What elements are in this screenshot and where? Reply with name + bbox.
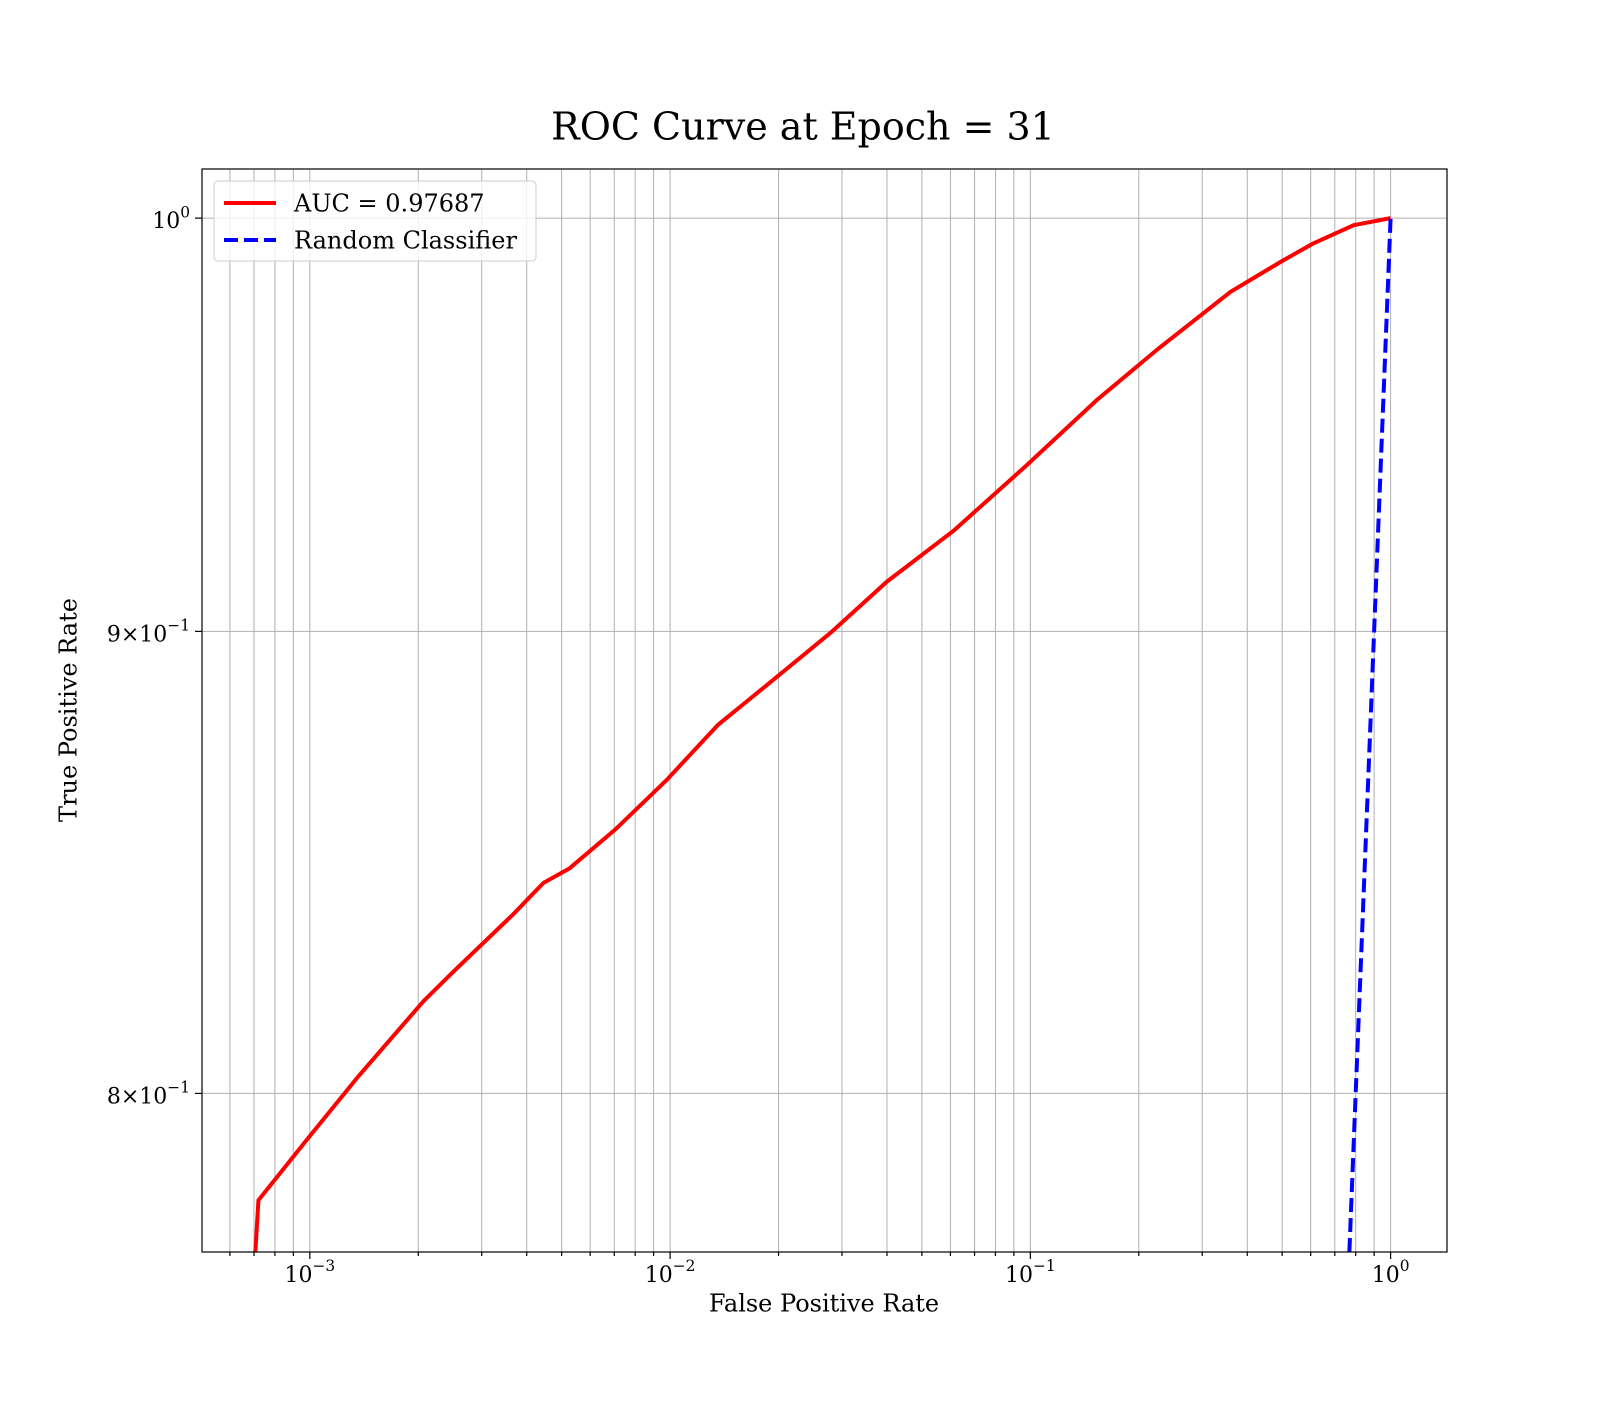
x-tick-label: 10−1	[1005, 1257, 1056, 1288]
y-tick-label: 100	[152, 203, 190, 234]
y-tick-label: 9×10−1	[107, 617, 190, 648]
y-axis-label: True Positive Rate	[55, 598, 83, 822]
x-tick-label: 10−3	[284, 1257, 335, 1288]
x-tick-label: 10−2	[645, 1257, 696, 1288]
series-line	[1347, 218, 1393, 1252]
x-axis-label: False Positive Rate	[709, 1290, 939, 1318]
legend-box	[213, 180, 537, 262]
y-tick-label: 8×10−1	[107, 1079, 190, 1110]
plot-frame	[201, 168, 1448, 1253]
series-line	[253, 216, 1391, 1252]
legend-label: Random Classifier	[294, 227, 517, 255]
legend-label: AUC = 0.97687	[293, 190, 485, 218]
x-tick-label: 100	[1372, 1257, 1410, 1288]
chart-title: ROC Curve at Epoch = 31	[551, 105, 1055, 149]
